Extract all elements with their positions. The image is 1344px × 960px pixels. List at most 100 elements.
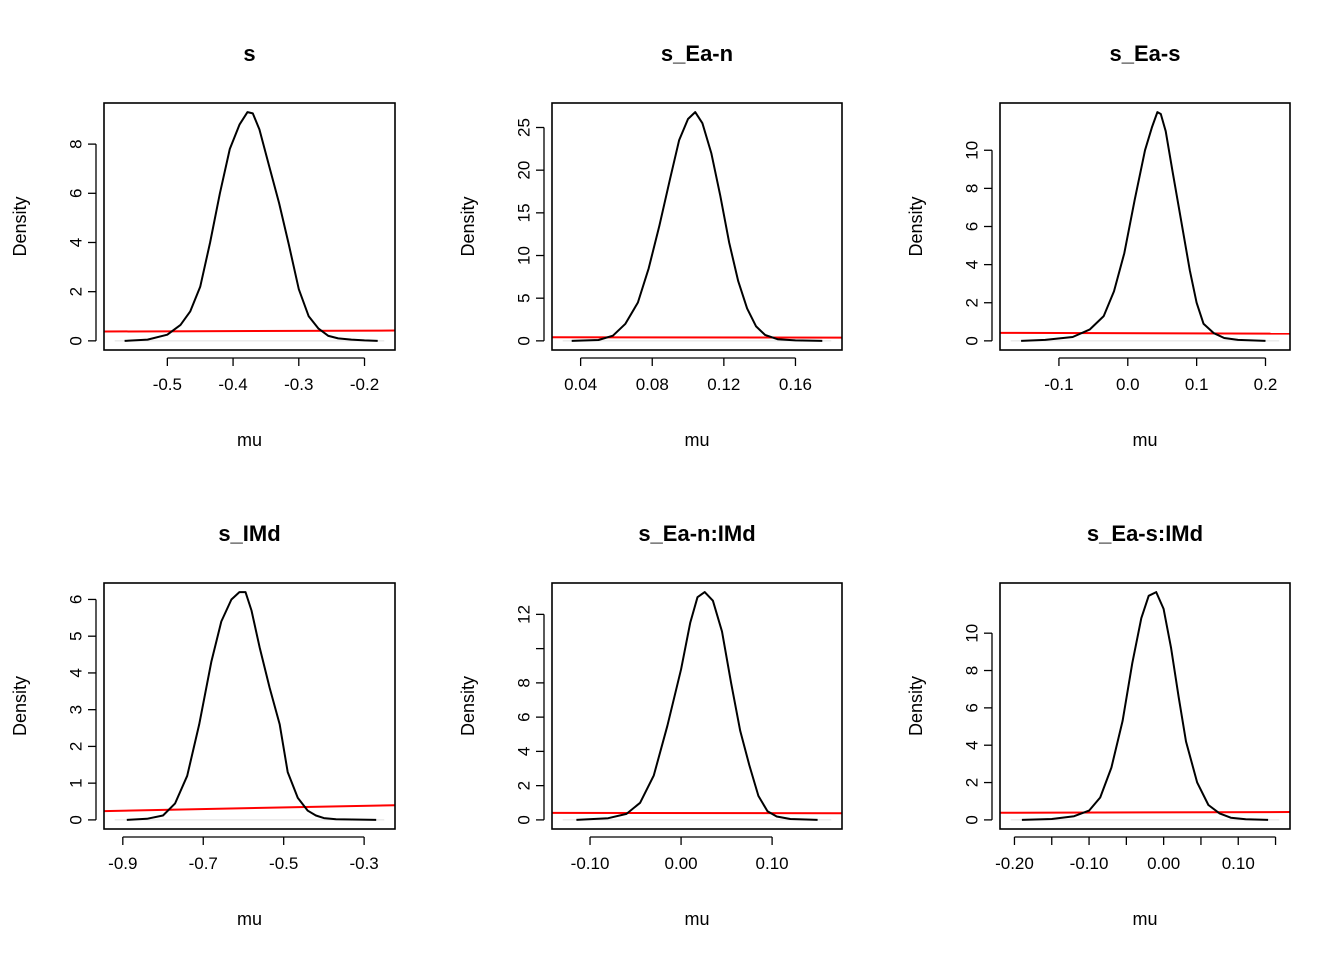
posterior-density-curve [126, 591, 377, 821]
y-tick-label: 20 [515, 161, 534, 180]
plot-frame [103, 102, 396, 351]
x-tick-label: 0.08 [636, 375, 669, 394]
panel-title: s [243, 41, 255, 66]
y-tick-label: 6 [67, 595, 86, 604]
y-axis-label: Density [906, 196, 926, 256]
y-axis-label: Density [906, 676, 926, 736]
y-tick-label: 8 [67, 139, 86, 148]
posterior-density-curve [576, 591, 818, 821]
x-tick-label: -0.5 [153, 375, 182, 394]
x-tick-label: 0.16 [779, 375, 812, 394]
y-tick-label: 1 [67, 778, 86, 787]
y-tick-label: 8 [963, 184, 982, 193]
y-tick-label: 8 [963, 666, 982, 675]
prior-density-line [104, 329, 395, 333]
y-tick-label: 2 [67, 742, 86, 751]
panel-title: s_Ea-s:IMd [1087, 521, 1203, 546]
posterior-density-curve [124, 111, 378, 342]
plot-frame [103, 582, 396, 830]
y-tick-label: 8 [515, 678, 534, 687]
panel-title: s_Ea-n [661, 41, 733, 66]
y-tick-label: 15 [515, 203, 534, 222]
panel-title: s_Ea-s [1110, 41, 1181, 66]
y-tick-label: 0 [963, 336, 982, 345]
x-tick-label: -0.4 [218, 375, 247, 394]
x-tick-label: -0.3 [284, 375, 313, 394]
x-tick-label: 0.10 [1222, 854, 1255, 873]
y-tick-label: 5 [67, 631, 86, 640]
x-tick-label: -0.3 [349, 854, 378, 873]
x-tick-label: -0.9 [108, 854, 137, 873]
y-tick-label: 6 [963, 222, 982, 231]
x-tick-label: -0.7 [189, 854, 218, 873]
x-axis-label: mu [237, 430, 262, 450]
panel-title: s_IMd [218, 521, 280, 546]
posterior-density-curve [1021, 591, 1269, 821]
x-tick-label: 0.00 [1147, 854, 1180, 873]
y-tick-label: 2 [963, 778, 982, 787]
plot-frame [999, 102, 1291, 351]
x-tick-label: 0.10 [756, 854, 789, 873]
x-tick-label: 0.2 [1254, 375, 1278, 394]
x-tick-label: -0.10 [571, 854, 610, 873]
x-tick-label: -0.20 [995, 854, 1034, 873]
y-axis-label: Density [458, 196, 478, 256]
panel-3: s_Ea-s -0.1 0.0 0.1 0.2 mu 0 2 4 6 8 10 Density [906, 41, 1291, 450]
y-tick-label: 6 [515, 712, 534, 721]
plot-frame [551, 102, 843, 351]
x-tick-label: 0.00 [665, 854, 698, 873]
prior-density-line [1000, 811, 1290, 814]
plot-frame [999, 582, 1291, 830]
x-axis-label: mu [684, 430, 709, 450]
x-axis-label: mu [1132, 430, 1157, 450]
x-tick-label: -0.1 [1044, 375, 1073, 394]
y-tick-label: 12 [515, 605, 534, 624]
x-tick-label: 0.04 [564, 375, 597, 394]
y-tick-label: 2 [67, 287, 86, 296]
x-tick-label: -0.10 [1070, 854, 1109, 873]
y-tick-label: 0 [515, 336, 534, 345]
y-axis-label: Density [10, 676, 30, 736]
x-tick-label: -0.5 [269, 854, 298, 873]
y-tick-label: 0 [963, 815, 982, 824]
x-axis-label: mu [237, 909, 262, 929]
panel-title: s_Ea-n:IMd [638, 521, 755, 546]
y-tick-label: 0 [67, 815, 86, 824]
panel-4: s_IMd -0.9 -0.7 -0.5 -0.3 mu 0 1 2 3 4 5 6 Density [10, 521, 396, 929]
y-tick-label: 0 [67, 336, 86, 345]
posterior-density-curve [571, 111, 823, 342]
prior-density-line [104, 804, 395, 813]
y-tick-label: 4 [963, 260, 982, 269]
x-tick-label: 0.1 [1185, 375, 1209, 394]
y-tick-label: 10 [515, 246, 534, 265]
y-tick-label: 6 [67, 189, 86, 198]
y-axis-label: Density [10, 196, 30, 256]
x-tick-label: 0.0 [1116, 375, 1140, 394]
x-axis-label: mu [1132, 909, 1157, 929]
y-tick-label: 6 [963, 703, 982, 712]
plot-frame [551, 582, 843, 830]
panel-5: s_Ea-n:IMd -0.10 0.00 0.10 mu 0 2 4 6 8 12 Density [458, 521, 843, 929]
x-tick-label: 0.12 [707, 375, 740, 394]
x-tick-label: -0.2 [350, 375, 379, 394]
y-tick-label: 2 [963, 298, 982, 307]
y-tick-label: 4 [67, 668, 86, 677]
y-axis-label: Density [458, 676, 478, 736]
y-tick-label: 0 [515, 815, 534, 824]
prior-density-line [1000, 331, 1290, 335]
panel-6: s_Ea-s:IMd -0.20 -0.10 0.00 0.10 mu 0 2 4 6 8 10 Den… [906, 521, 1291, 929]
panel-2: s_Ea-n 0.04 0.08 0.12 0.16 mu 0 5 10 15 20 25 Densit… [458, 41, 843, 450]
y-tick-label: 4 [515, 747, 534, 756]
y-tick-label: 25 [515, 118, 534, 137]
y-tick-label: 4 [67, 238, 86, 247]
y-tick-label: 4 [963, 740, 982, 749]
y-tick-label: 5 [515, 293, 534, 302]
y-tick-label: 10 [963, 624, 982, 643]
y-tick-label: 3 [67, 705, 86, 714]
panel-1: s -0.5 -0.4 -0.3 -0.2 mu 0 2 4 6 8 Density [10, 41, 396, 450]
y-tick-label: 2 [515, 781, 534, 790]
y-tick-label: 10 [963, 141, 982, 160]
x-axis-label: mu [684, 909, 709, 929]
posterior-density-curve [1021, 111, 1266, 342]
